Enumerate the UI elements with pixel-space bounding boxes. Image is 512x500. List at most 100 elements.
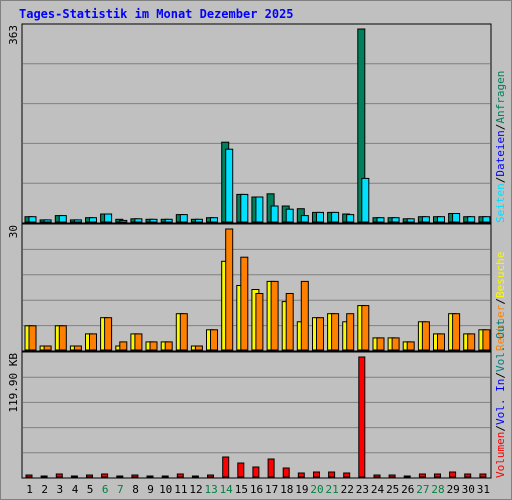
x-tick-label: 21 <box>325 483 338 496</box>
legend-item: Vol. In <box>494 379 507 425</box>
bar-volumen <box>70 475 78 478</box>
legend-item: Dateien <box>494 130 507 176</box>
bar-rechner <box>331 313 340 351</box>
legend-separator: / <box>494 177 507 184</box>
legend-volume: Volumen/Vol. In/Vol. Out <box>494 319 507 478</box>
x-tick-label: 27 <box>416 483 429 496</box>
bar-rechner <box>225 228 234 351</box>
bar-rechner <box>58 325 67 351</box>
bar-volumen <box>176 473 184 478</box>
bar-rechner <box>179 313 188 351</box>
bar-rechner <box>316 317 324 351</box>
bar-volumen <box>313 471 320 478</box>
x-tick-label: 15 <box>235 483 248 496</box>
x-tick-label: 22 <box>341 483 354 496</box>
bar-volumen <box>131 474 139 478</box>
bar-volumen <box>237 462 245 478</box>
bar-seiten <box>73 219 82 223</box>
y-axis-max-label: 363 <box>7 25 20 45</box>
legend-item: Vol. Out <box>494 319 507 372</box>
chart-panel <box>21 23 492 224</box>
bar-seiten <box>300 215 309 223</box>
bar-volumen <box>418 473 426 478</box>
bar-rechner <box>89 333 97 351</box>
bar-rechner <box>73 345 82 351</box>
x-tick-label: 28 <box>431 483 444 496</box>
bar-seiten <box>270 205 279 223</box>
bar-seiten <box>225 148 234 223</box>
bar-seiten <box>28 216 37 223</box>
x-tick-label: 26 <box>401 483 414 496</box>
bar-seiten <box>376 217 385 223</box>
x-tick-label: 23 <box>356 483 369 496</box>
bar-seiten <box>58 215 67 223</box>
x-tick-label: 11 <box>174 483 187 496</box>
bar-seiten <box>316 211 324 223</box>
bar-volumen <box>479 473 487 478</box>
bar-seiten <box>421 216 430 223</box>
x-tick-label: 24 <box>371 483 385 496</box>
bar-volumen <box>373 474 381 478</box>
bar-volumen <box>40 475 48 478</box>
legend-item: Anfragen <box>494 71 507 124</box>
bar-rechner <box>104 317 113 351</box>
bar-rechner <box>376 337 385 351</box>
bar-seiten <box>482 216 491 223</box>
bar-seiten <box>240 193 249 223</box>
bar-volumen <box>55 473 63 478</box>
legend-visits: Rechner/Besuche <box>494 252 507 351</box>
x-tick-label: 19 <box>295 483 308 496</box>
bar-seiten <box>164 218 173 223</box>
legend-requests: Seiten/Dateien/Anfragen <box>494 71 507 223</box>
bar-seiten <box>346 214 355 223</box>
x-tick-label: 1 <box>26 483 33 496</box>
bar-rechner <box>437 333 445 351</box>
x-tick-label: 18 <box>280 483 293 496</box>
bar-volumen <box>464 473 472 478</box>
bar-seiten <box>467 216 476 223</box>
bar-rechner <box>391 337 400 351</box>
bar-rechner <box>406 341 415 351</box>
bar-rechner <box>285 293 294 351</box>
bar-seiten <box>452 213 461 223</box>
bar-volumen <box>358 356 366 478</box>
bar-seiten <box>437 216 445 223</box>
bar-rechner <box>240 256 249 351</box>
chart-panel <box>21 351 492 479</box>
bar-seiten <box>119 219 128 223</box>
legend-item: Besuche <box>494 252 507 298</box>
x-tick-label: 9 <box>147 483 154 496</box>
bar-volumen <box>282 467 290 478</box>
x-tick-label: 29 <box>447 483 460 496</box>
x-tick-label: 14 <box>220 483 234 496</box>
x-tick-label: 25 <box>386 483 399 496</box>
bar-rechner <box>134 333 143 351</box>
x-tick-label: 6 <box>102 483 109 496</box>
bar-volumen <box>297 472 305 478</box>
bar-volumen <box>222 456 230 478</box>
x-tick-label: 16 <box>250 483 263 496</box>
bar-rechner <box>346 313 355 351</box>
bar-seiten <box>89 217 97 223</box>
x-tick-label: 20 <box>310 483 323 496</box>
y-axis-max-label: 30 <box>7 225 20 238</box>
legend-item: Seiten <box>494 183 507 223</box>
bar-rechner <box>210 329 218 351</box>
legend-separator: / <box>494 372 507 379</box>
bar-rechner <box>467 333 476 351</box>
bar-rechner <box>194 345 203 351</box>
x-tick-label: 3 <box>56 483 63 496</box>
bar-seiten <box>210 217 218 223</box>
bar-volumen <box>161 475 169 478</box>
bar-volumen <box>434 473 441 478</box>
x-tick-label: 8 <box>132 483 139 496</box>
bar-volumen <box>146 475 154 478</box>
bar-rechner <box>149 341 158 351</box>
bar-rechner <box>255 293 264 351</box>
bar-seiten <box>361 177 370 223</box>
x-tick-label: 13 <box>204 483 217 496</box>
bar-seiten <box>194 218 203 223</box>
x-tick-label: 12 <box>189 483 202 496</box>
legend-item: Volumen <box>494 432 507 478</box>
